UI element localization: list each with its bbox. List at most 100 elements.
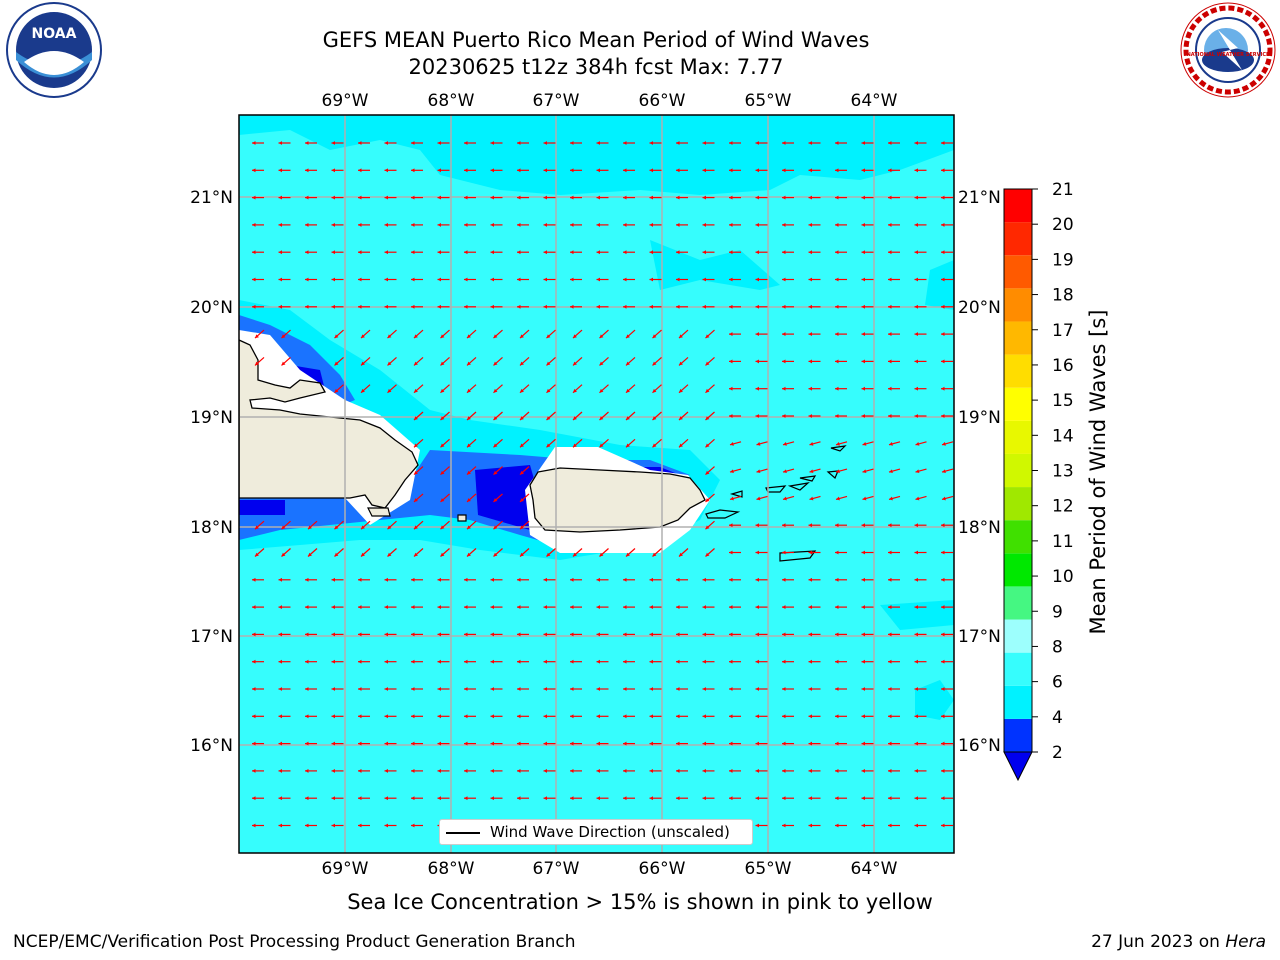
- noaa-logo: NOAA: [6, 2, 102, 98]
- wind-wave-arrowhead: [573, 388, 577, 393]
- legend-label: Wind Wave Direction (unscaled): [490, 823, 730, 841]
- wind-wave-arrowhead: [941, 141, 945, 145]
- wind-wave-arrowhead: [570, 195, 574, 200]
- wind-wave-arrowhead: [782, 632, 786, 637]
- wind-wave-arrowhead: [941, 277, 945, 282]
- wind-wave-arrowhead: [755, 687, 760, 691]
- wind-wave-arrowhead: [782, 386, 786, 391]
- wind-wave-arrowhead: [808, 523, 813, 528]
- island-virgin-gorda: [826, 470, 839, 479]
- wind-wave-arrowhead: [888, 687, 892, 691]
- wind-wave-arrowhead: [464, 304, 468, 309]
- wind-wave-arrowhead: [331, 741, 336, 746]
- wind-wave-arrowhead: [861, 250, 866, 255]
- wind-wave-arrowhead: [543, 141, 548, 145]
- ocean-band-north: [239, 115, 954, 195]
- wind-wave-arrowhead: [676, 768, 680, 773]
- wind-wave-arrowhead: [467, 388, 471, 393]
- wind-wave-arrowhead: [755, 523, 760, 528]
- wind-wave-arrowhead: [331, 168, 336, 173]
- wind-wave-arrowhead: [782, 741, 786, 746]
- wind-wave-arrowhead: [809, 469, 814, 474]
- wind-wave-arrowhead: [543, 659, 548, 664]
- island-tortola: [799, 475, 817, 482]
- wind-wave-arrowhead: [596, 222, 601, 227]
- wind-wave-arrowhead: [467, 470, 471, 475]
- longitude-labels-top: 69°W 68°W 67°W 66°W 65°W 64°W: [322, 91, 898, 111]
- colorbar-segment: [1004, 222, 1032, 256]
- wind-wave-arrowhead: [331, 714, 336, 719]
- wind-wave-arrowhead: [334, 388, 339, 393]
- wind-wave-arrowhead: [729, 659, 733, 664]
- wind-wave-arrowhead: [252, 741, 256, 746]
- wind-wave-arrowhead: [358, 222, 362, 227]
- noaa-logo-text: NOAA: [32, 26, 77, 42]
- wind-wave-arrowhead: [626, 416, 630, 420]
- wind-wave-arrowhead: [941, 768, 945, 773]
- wind-wave-arrowhead: [305, 714, 309, 719]
- wind-wave-arrowhead: [941, 168, 945, 173]
- wind-wave-arrowhead: [782, 195, 786, 200]
- wind-wave-arrowhead: [649, 195, 654, 200]
- wind-wave-arrowhead: [278, 823, 283, 828]
- wind-wave-arrowhead: [782, 523, 786, 528]
- wind-wave-arrowhead: [517, 632, 521, 637]
- wind-wave-arrowhead: [914, 359, 919, 364]
- wind-wave-arrowhead: [941, 687, 945, 691]
- wind-wave-arrowhead: [278, 714, 283, 719]
- wind-wave-arrowhead: [941, 632, 945, 637]
- wind-wave-arrowhead: [414, 388, 418, 393]
- wind-wave-arrowhead: [676, 168, 680, 173]
- wind-wave-arrowhead: [755, 222, 760, 227]
- wind-wave-arrowhead: [649, 141, 654, 145]
- wind-wave-arrowhead: [543, 250, 548, 255]
- wind-wave-arrowhead: [361, 361, 365, 366]
- wind-wave-arrowhead: [599, 388, 604, 393]
- wind-wave-arrowhead: [437, 796, 442, 801]
- wind-wave-arrowhead: [278, 168, 283, 173]
- wave-zone-darkblue: [475, 465, 540, 530]
- wind-wave-arrowhead: [702, 687, 707, 691]
- wind-wave-arrowhead: [414, 470, 418, 475]
- wind-wave-arrowhead: [517, 277, 521, 282]
- wind-wave-arrowhead: [623, 796, 627, 801]
- wind-wave-arrowhead: [782, 332, 786, 337]
- wind-wave-arrowhead: [941, 823, 945, 828]
- wind-wave-arrowhead: [464, 632, 468, 637]
- wind-wave-arrowhead: [520, 416, 524, 420]
- island-vieques: [705, 509, 741, 519]
- wind-wave-arrowhead: [889, 469, 893, 474]
- footer-credit: NCEP/EMC/Verification Post Processing Pr…: [13, 932, 576, 952]
- latitude-label: 20°N: [958, 298, 1001, 318]
- wind-wave-arrowhead: [281, 334, 286, 339]
- wind-wave-arrowhead: [835, 386, 839, 391]
- wind-wave-arrowhead: [808, 195, 813, 200]
- colorbar-tick-label: 2: [1052, 743, 1063, 763]
- wind-wave-arrowhead: [835, 823, 839, 828]
- wind-wave-arrowhead: [384, 823, 389, 828]
- wind-wave-arrowhead: [596, 168, 601, 173]
- wind-wave-arrowhead: [464, 659, 468, 664]
- wind-wave-arrowhead: [305, 577, 309, 582]
- wind-wave-arrowhead: [809, 496, 814, 501]
- wind-wave-arrowhead: [729, 250, 733, 255]
- wind-wave-arrowhead: [623, 687, 627, 691]
- wind-wave-arrowhead: [464, 577, 468, 582]
- wind-wave-arrowhead: [652, 334, 657, 339]
- wind-wave-arrowhead: [782, 304, 786, 309]
- latitude-label: 21°N: [190, 188, 233, 208]
- wind-wave-arrowhead: [517, 141, 521, 145]
- wind-wave-arrowhead: [861, 768, 866, 773]
- wind-wave-arrowhead: [543, 195, 548, 200]
- wind-wave-arrowhead: [437, 250, 442, 255]
- wind-wave-arrowhead: [782, 605, 786, 610]
- wind-wave-arrowhead: [599, 443, 604, 448]
- wind-wave-arrowhead: [783, 496, 787, 501]
- wind-wave-arrowhead: [941, 741, 945, 746]
- wind-wave-arrowhead: [437, 605, 442, 610]
- wind-wave-arrowhead: [914, 741, 919, 746]
- wind-wave-arrowhead: [808, 222, 813, 227]
- wind-wave-arrowhead: [437, 714, 442, 719]
- latitude-label: 16°N: [958, 736, 1001, 756]
- wind-wave-arrowhead: [914, 768, 919, 773]
